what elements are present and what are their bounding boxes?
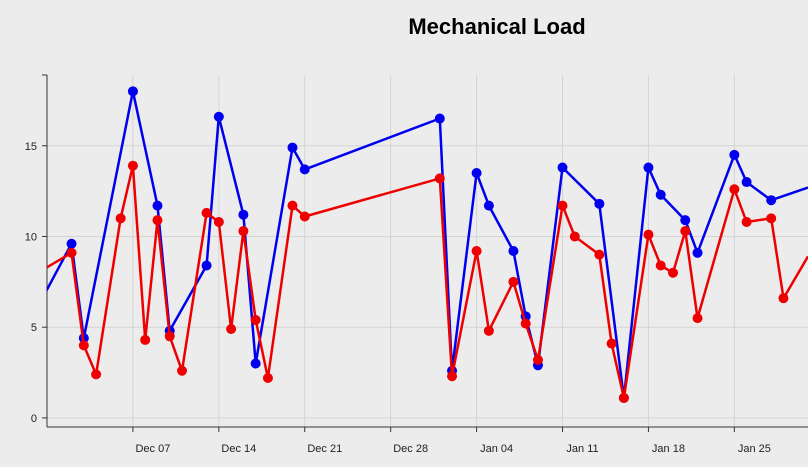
data-point-series-2 (741, 216, 752, 227)
x-tick-label: Dec 28 (393, 443, 428, 455)
data-point-series-2 (483, 325, 494, 336)
data-point-series-1 (594, 198, 605, 209)
data-point-series-2 (778, 293, 789, 304)
data-point-series-2 (66, 247, 77, 258)
series-line-1 (47, 90, 808, 400)
x-tick-label: Dec 14 (221, 443, 256, 455)
data-point-series-2 (680, 226, 691, 237)
data-point-series-1 (643, 162, 654, 173)
data-point-series-2 (447, 371, 458, 382)
data-point-series-2 (238, 226, 249, 237)
data-point-series-2 (606, 338, 617, 349)
data-point-series-1 (655, 189, 666, 200)
data-point-series-2 (729, 184, 740, 195)
data-point-series-2 (201, 207, 212, 218)
data-point-series-2 (262, 373, 273, 384)
data-point-series-2 (127, 160, 138, 171)
data-point-series-2 (91, 369, 102, 380)
x-tick-label: Jan 25 (738, 443, 771, 455)
data-point-series-1 (680, 215, 691, 226)
data-point-series-1 (250, 358, 261, 369)
data-point-series-1 (127, 86, 138, 97)
data-point-series-1 (557, 162, 568, 173)
data-point-series-2 (766, 213, 777, 224)
x-tick-label: Jan 11 (566, 443, 598, 455)
data-point-series-2 (299, 211, 310, 222)
data-point-series-2 (164, 331, 175, 342)
data-point-series-2 (177, 365, 188, 376)
data-point-series-1 (741, 177, 752, 188)
x-tick-label: Jan 18 (652, 443, 685, 455)
data-point-series-2 (569, 231, 580, 242)
data-point-series-2 (594, 249, 605, 260)
data-point-series-2 (643, 229, 654, 240)
data-point-series-2 (226, 324, 237, 335)
data-point-series-1 (692, 247, 703, 258)
data-point-series-2 (692, 313, 703, 324)
data-point-series-1 (152, 200, 163, 211)
data-point-series-2 (520, 318, 531, 329)
data-point-series-2 (532, 354, 543, 365)
data-point-series-2 (78, 340, 89, 351)
y-tick-label: 5 (31, 322, 37, 334)
data-point-series-1 (66, 238, 77, 249)
data-point-series-1 (238, 209, 249, 220)
y-tick-label: 0 (31, 413, 37, 425)
data-point-series-2 (287, 200, 298, 211)
data-point-series-1 (508, 246, 519, 256)
data-point-series-2 (434, 173, 445, 184)
y-tick-label: 10 (25, 231, 37, 243)
data-point-series-2 (557, 200, 568, 211)
data-point-series-1 (287, 142, 298, 153)
data-point-series-1 (483, 200, 494, 211)
x-tick-label: Dec 21 (307, 443, 342, 455)
data-point-series-2 (618, 392, 629, 403)
x-tick-label: Dec 07 (135, 443, 170, 455)
data-point-series-1 (729, 149, 740, 160)
data-point-series-2 (115, 213, 126, 224)
series-line-2 (47, 164, 808, 400)
data-point-series-2 (471, 246, 482, 256)
data-point-series-2 (250, 314, 261, 325)
data-point-series-1 (434, 113, 445, 124)
data-point-series-1 (299, 164, 310, 175)
data-point-series-2 (655, 260, 666, 271)
data-point-series-2 (667, 267, 678, 278)
data-point-series-2 (508, 276, 519, 287)
x-tick-label: Jan 04 (480, 443, 513, 455)
data-point-series-1 (766, 195, 777, 206)
chart-title: Mechanical Load (408, 14, 586, 39)
data-point-series-1 (201, 260, 212, 271)
data-point-series-2 (152, 215, 163, 226)
y-tick-label: 15 (25, 141, 37, 153)
data-point-series-1 (471, 167, 482, 178)
data-point-series-1 (213, 111, 224, 122)
data-point-series-2 (140, 334, 151, 345)
data-point-series-2 (213, 216, 224, 227)
